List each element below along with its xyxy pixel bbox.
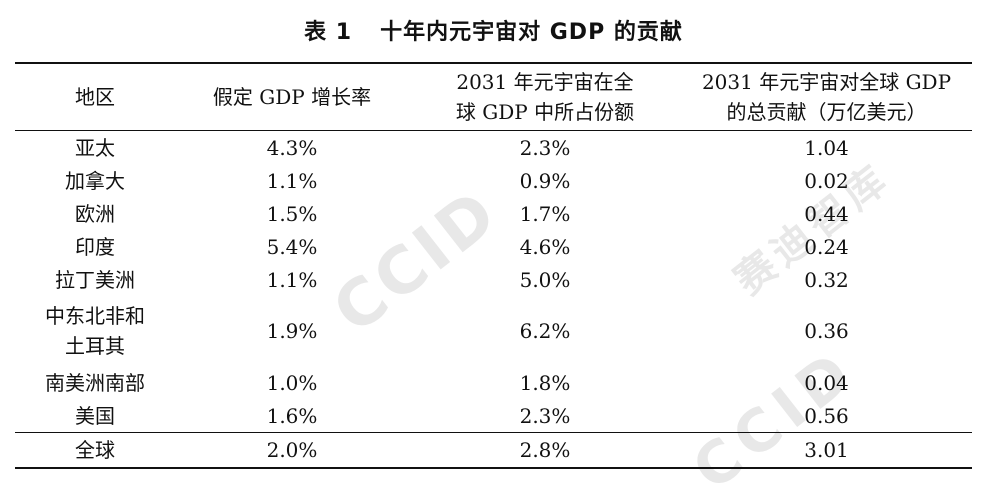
cell-region-line1: 中东北非和 [45,304,145,328]
table-header: 地区 假定 GDP 增长率 2031 年元宇宙在全 球 GDP 中所占份额 20… [15,63,972,131]
cell-contrib: 0.32 [804,267,849,292]
table-title-text: 十年内元宇宙对 GDP 的贡献 [380,20,683,45]
cell-region: 亚太 [75,135,115,160]
total-region: 全球 [75,438,115,462]
cell-region: 欧洲 [75,201,115,226]
table-row: 加拿大 1.1% 0.9% 0.02 [15,164,972,197]
cell-contrib: 0.24 [804,234,849,259]
cell-contrib: 0.56 [804,403,849,428]
table-body: 亚太 4.3% 2.3% 1.04 加拿大 1.1% 0.9% 0.02 欧洲 … [15,131,972,433]
cell-share: 2.3% [519,403,571,428]
cell-growth: 1.0% [266,370,318,395]
cell-growth: 5.4% [266,234,318,259]
cell-share: 6.2% [519,319,571,343]
cell-growth: 1.1% [266,168,318,193]
total-share: 2.8% [519,438,571,462]
cell-share: 1.7% [519,201,571,226]
cell-growth: 4.3% [266,135,318,160]
cell-growth: 1.5% [266,201,318,226]
table-row: 中东北非和 土耳其 1.9% 6.2% 0.36 [15,296,972,366]
table-row: 美国 1.6% 2.3% 0.56 [15,399,972,433]
cell-contrib: 0.02 [804,168,849,193]
header-contrib-line1: 2031 年元宇宙对全球 GDP [701,70,952,94]
header-contrib: 2031 年元宇宙对全球 GDP 的总贡献（万亿美元） [681,63,972,131]
cell-growth: 1.1% [266,267,318,292]
total-row: 全球 2.0% 2.8% 3.01 [15,433,972,469]
header-contrib-line2: 的总贡献（万亿美元） [726,100,927,124]
header-region: 地区 [75,85,115,109]
data-table: 地区 假定 GDP 增长率 2031 年元宇宙在全 球 GDP 中所占份额 20… [15,62,972,469]
cell-growth: 1.6% [266,403,318,428]
table-row: 欧洲 1.5% 1.7% 0.44 [15,197,972,230]
cell-contrib: 1.04 [804,135,849,160]
cell-region: 美国 [75,403,115,428]
table-footer: 全球 2.0% 2.8% 3.01 [15,432,972,469]
table-row: 拉丁美洲 1.1% 5.0% 0.32 [15,263,972,296]
header-growth: 假定 GDP 增长率 [212,85,372,109]
header-share: 2031 年元宇宙在全 球 GDP 中所占份额 [409,63,681,131]
cell-contrib: 0.36 [804,319,849,343]
table-number: 表 1 [304,20,353,45]
cell-region: 加拿大 [65,168,125,193]
header-share-line1: 2031 年元宇宙在全 [456,70,634,94]
cell-region: 南美洲南部 [45,370,145,395]
cell-region: 拉丁美洲 [55,267,135,292]
cell-share: 5.0% [519,267,571,292]
cell-contrib: 0.04 [804,370,849,395]
table-row: 亚太 4.3% 2.3% 1.04 [15,131,972,165]
total-growth: 2.0% [266,438,318,462]
table-row: 印度 5.4% 4.6% 0.24 [15,230,972,263]
table-row: 南美洲南部 1.0% 1.8% 0.04 [15,366,972,399]
cell-share: 0.9% [519,168,571,193]
cell-growth: 1.9% [266,319,318,343]
total-contrib: 3.01 [804,438,849,462]
header-row: 地区 假定 GDP 增长率 2031 年元宇宙在全 球 GDP 中所占份额 20… [15,63,972,131]
cell-contrib: 0.44 [804,201,849,226]
header-share-line2: 球 GDP 中所占份额 [455,100,635,124]
cell-region: 中东北非和 土耳其 [15,296,175,366]
cell-region-line2: 土耳其 [65,334,125,358]
cell-share: 2.3% [519,135,571,160]
cell-share: 4.6% [519,234,571,259]
cell-region: 印度 [75,234,115,259]
table-title: 表 1 十年内元宇宙对 GDP 的贡献 [0,14,987,46]
cell-share: 1.8% [519,370,571,395]
